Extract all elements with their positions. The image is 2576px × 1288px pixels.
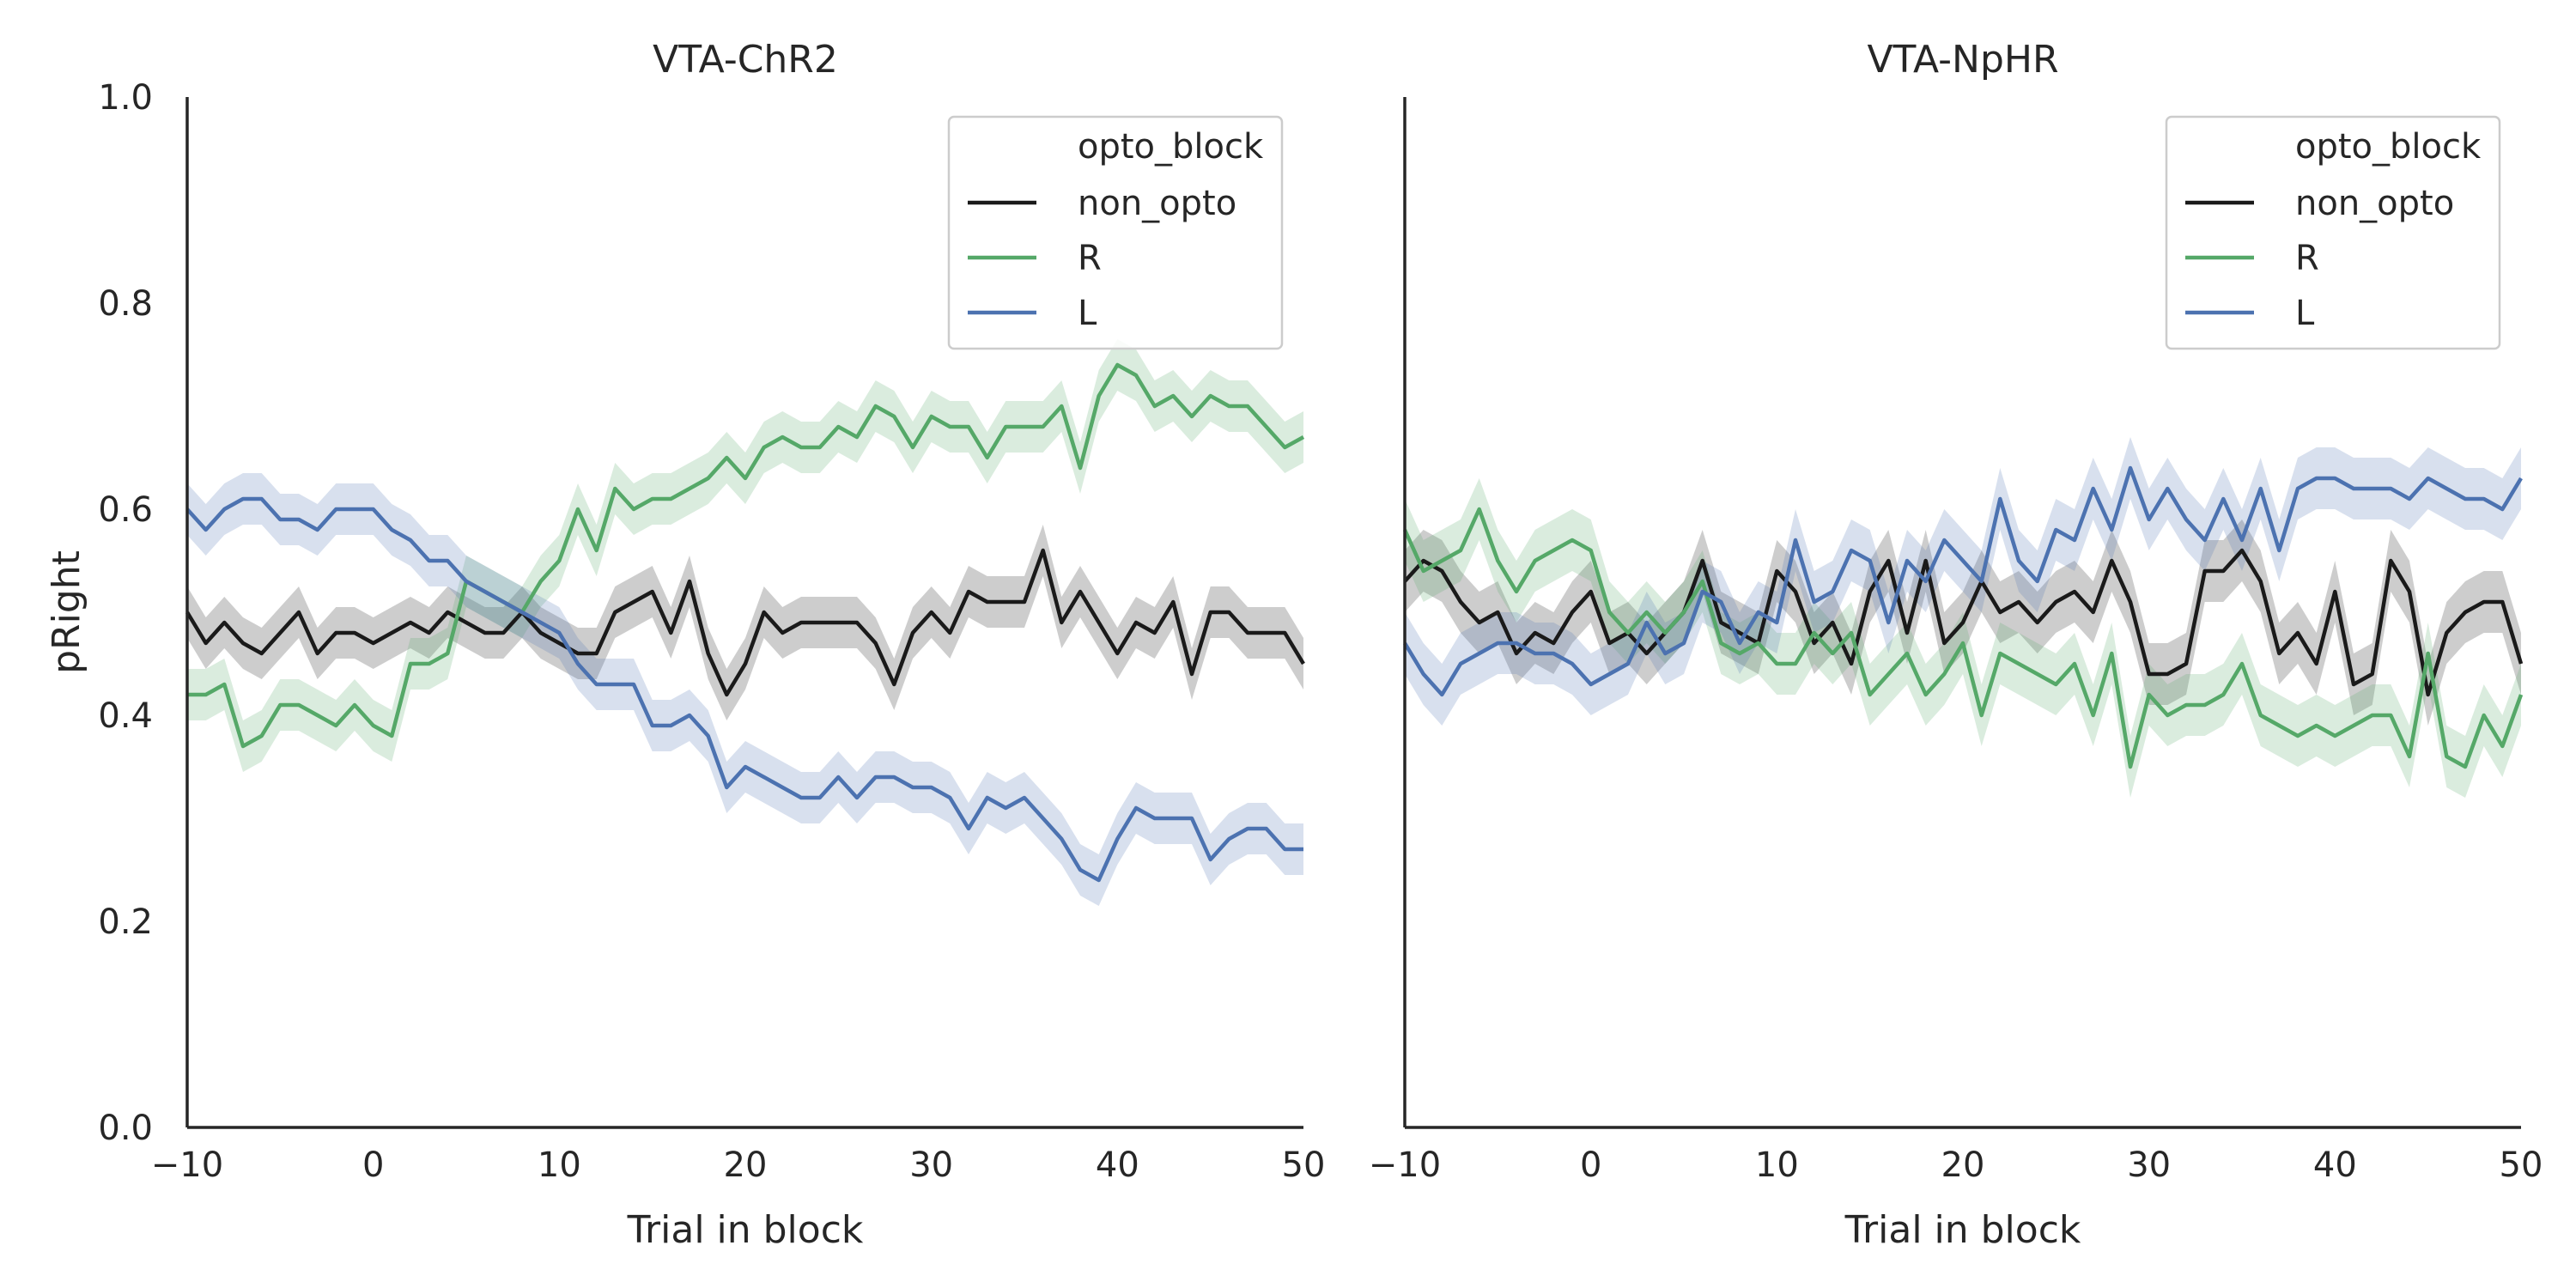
x-tick-label: −10 (1369, 1145, 1441, 1185)
x-tick-label: 30 (909, 1145, 953, 1185)
series-line-L (185, 496, 1303, 883)
x-tick-label: −10 (151, 1145, 223, 1185)
x-tick-label: 10 (538, 1145, 581, 1185)
legend: opto_block non_opto RL (947, 115, 1284, 350)
chart-title: VTA-NpHR (1867, 38, 2058, 82)
y-tick-label: 0.2 (98, 902, 153, 942)
x-axis-label: Trial in block (1844, 1208, 2081, 1252)
x-axis-label: Trial in block (627, 1208, 864, 1252)
y-tick-label: 0.0 (98, 1109, 153, 1148)
chart-title: VTA-ChR2 (653, 38, 838, 82)
y-tick-label: 1.0 (98, 78, 153, 118)
series-line-L (1403, 465, 2523, 697)
series-line-R (187, 362, 1305, 749)
x-tick-label: 0 (362, 1145, 384, 1185)
panel-1: −10 0 10 20 30 40 50 0.0 0.2 0.4 0.6 0.8 1.0 VTA-ChR2… (45, 38, 1325, 1252)
x-tick-label: 30 (2127, 1145, 2171, 1185)
x-tick-label: 10 (1755, 1145, 1799, 1185)
y-axis-label: pRight (45, 550, 88, 674)
legend-box (947, 115, 1284, 350)
x-tick-label: 0 (1580, 1145, 1601, 1185)
x-tick-label: 20 (1941, 1145, 1985, 1185)
legend-label-R: R (2295, 239, 2319, 278)
series-line-non_opto (185, 548, 1305, 697)
x-tick-label: 40 (1096, 1145, 1139, 1185)
series-line-non_opto (1403, 548, 2524, 697)
legend-label-R: R (1078, 239, 1102, 278)
series-band-R (1405, 478, 2521, 798)
legend-title: opto_block (1078, 127, 1264, 167)
y-tick-label: 0.6 (98, 490, 153, 530)
series-band-L (1405, 437, 2521, 726)
panel-2: −10 0 10 20 30 40 50 VTA-NpHR Trial in block opto… (1369, 38, 2543, 1252)
legend-label-L: L (2295, 294, 2315, 333)
legend-label-non_opto: non_opto (2295, 184, 2454, 223)
legend: opto_block non_opto RL (2165, 115, 2501, 350)
legend-label-non_opto: non_opto (1078, 184, 1236, 223)
x-tick-label: 20 (724, 1145, 768, 1185)
series-band-R (187, 339, 1303, 772)
y-tick-label: 0.4 (98, 696, 153, 736)
legend-title: opto_block (2295, 127, 2482, 167)
x-tick-label: 40 (2313, 1145, 2357, 1185)
legend-label-L: L (1078, 294, 1097, 333)
legend-box (2165, 115, 2501, 350)
x-tick-label: 50 (2500, 1145, 2543, 1185)
series-line-R (1402, 507, 2524, 769)
y-tick-label: 0.8 (98, 284, 153, 324)
x-tick-label: 50 (1282, 1145, 1326, 1185)
